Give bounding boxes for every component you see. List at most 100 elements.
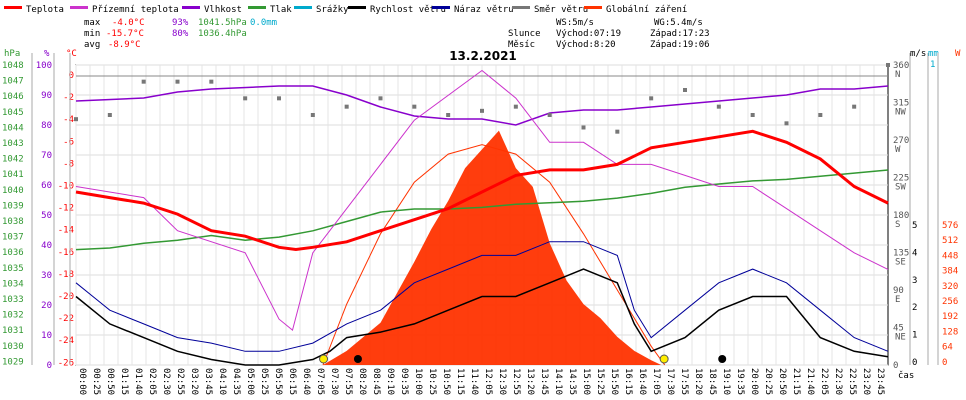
wind-direction-point	[277, 96, 281, 101]
legend-label: Vlhkost	[204, 5, 242, 15]
legend-label: Přízemní teplota	[92, 5, 179, 15]
stat-value: 1036.4hPa	[198, 29, 247, 39]
wind-gust-line	[75, 241, 889, 352]
x-tick-label: 12:55	[511, 368, 521, 395]
ground-temperature-line	[75, 69, 889, 331]
tick-label: 0	[893, 361, 898, 371]
x-tick-label: 09:10	[385, 368, 395, 395]
x-tick-label: 22:30	[833, 368, 843, 395]
tick-label: 3	[912, 276, 917, 286]
x-tick-label: 11:15	[455, 368, 465, 395]
tick-label: 1043	[2, 139, 24, 149]
tick-label: 100	[36, 61, 52, 71]
wind-direction-point	[412, 104, 417, 109]
tick-label: 10	[41, 331, 52, 341]
x-tick-label: 22:55	[847, 368, 857, 395]
stat-value: Východ:8:20	[556, 40, 616, 50]
x-tick-label: 10:00	[413, 368, 423, 395]
x-axis: 00:00 00:25 00:50 01:15 01:40 02:05 02:30 02:55…	[77, 368, 914, 395]
x-tick-label: 05:50	[273, 368, 283, 395]
tick-label: -10	[58, 182, 74, 192]
tick-label: 135	[893, 249, 909, 259]
stat-value: Západ:17:23	[650, 29, 710, 39]
wind-direction-point	[175, 79, 180, 84]
wind-direction-point	[649, 96, 654, 101]
tick-label: E	[895, 295, 900, 305]
tick-label: 1031	[2, 326, 24, 336]
x-tick-label: 17:30	[665, 368, 675, 395]
legend-swatch	[584, 6, 602, 9]
x-tick-label: 16:40	[637, 368, 647, 395]
tick-label: 1037	[2, 233, 24, 243]
tick-label: 0	[942, 358, 947, 368]
x-tick-label: 00:00	[77, 368, 87, 395]
tick-label: 64	[942, 343, 953, 353]
stat-value: WS:5m/s	[556, 18, 594, 28]
clear-sky-radiation-line	[322, 144, 666, 366]
legend-label: Globální záření	[606, 5, 687, 15]
temperature-line	[75, 129, 889, 252]
x-tick-label: 17:55	[679, 368, 689, 395]
x-tick-label: 10:25	[427, 368, 437, 395]
x-tick-label: 12:30	[497, 368, 507, 395]
x-tick-label: 23:20	[861, 368, 871, 395]
tick-label: -2	[63, 93, 74, 103]
legend-label: Směr větru	[534, 5, 588, 15]
stat-value: 80%	[172, 29, 189, 39]
wind-direction-point	[547, 113, 552, 117]
stat-label: avg	[84, 40, 100, 50]
tick-label: 1030	[2, 342, 24, 352]
x-tick-label: 14:35	[567, 368, 577, 395]
tick-label: SW	[895, 183, 906, 193]
wind-direction-point	[310, 113, 315, 117]
legend-swatch	[4, 6, 22, 9]
tick-label: 256	[942, 297, 958, 307]
wind-direction-point	[581, 125, 586, 130]
moonrise-marker	[353, 355, 362, 363]
x-tick-label: 07:30	[329, 368, 339, 395]
tick-label: 1040	[2, 186, 24, 196]
stat-value: 0.0mm	[250, 18, 277, 28]
tick-label: -12	[58, 204, 74, 214]
x-tick-label: 07:55	[343, 368, 353, 395]
stat-label: Slunce	[508, 29, 541, 39]
sunset-marker	[659, 354, 669, 364]
legend-label: Srážky	[316, 5, 349, 15]
tick-label: 45	[893, 324, 904, 334]
pressure-line	[75, 169, 889, 251]
x-tick-label: 00:50	[105, 368, 115, 395]
tick-label: S	[895, 220, 900, 230]
tick-label: 1036	[2, 248, 24, 258]
tick-label: -8	[63, 159, 74, 169]
tick-label: 1035	[2, 264, 24, 274]
x-tick-label: 11:40	[469, 368, 479, 395]
wind-direction-point	[378, 96, 383, 101]
x-tick-label: 16:15	[623, 368, 633, 395]
tick-label: 1032	[2, 311, 24, 321]
x-tick-label: 04:10	[217, 368, 227, 395]
tick-label: 1034	[2, 279, 24, 289]
x-tick-label: 02:05	[147, 368, 157, 395]
tick-label: 1	[930, 60, 935, 70]
x-tick-label: 14:10	[553, 368, 563, 395]
tick-label: 576	[942, 221, 958, 231]
tick-label: W	[895, 145, 901, 155]
x-tick-label: 01:40	[133, 368, 143, 395]
tick-label: 50	[41, 211, 52, 221]
tick-label: 1041	[2, 170, 24, 180]
wind-direction-point	[513, 104, 518, 109]
tick-label: 384	[942, 267, 958, 277]
legend-label: Teplota	[26, 5, 64, 15]
tick-label: 225	[893, 174, 909, 184]
tick-label: -22	[58, 314, 74, 324]
tick-label: 0	[47, 361, 52, 371]
x-tick-label: 04:35	[231, 368, 241, 395]
stat-label: max	[84, 18, 101, 28]
wind-direction-point	[615, 129, 620, 134]
x-tick-label: 12:05	[483, 368, 493, 395]
tick-label: 70	[41, 151, 52, 161]
tick-label: 2	[912, 303, 917, 313]
tick-label: -18	[58, 270, 74, 280]
tick-label: 1029	[2, 357, 24, 367]
